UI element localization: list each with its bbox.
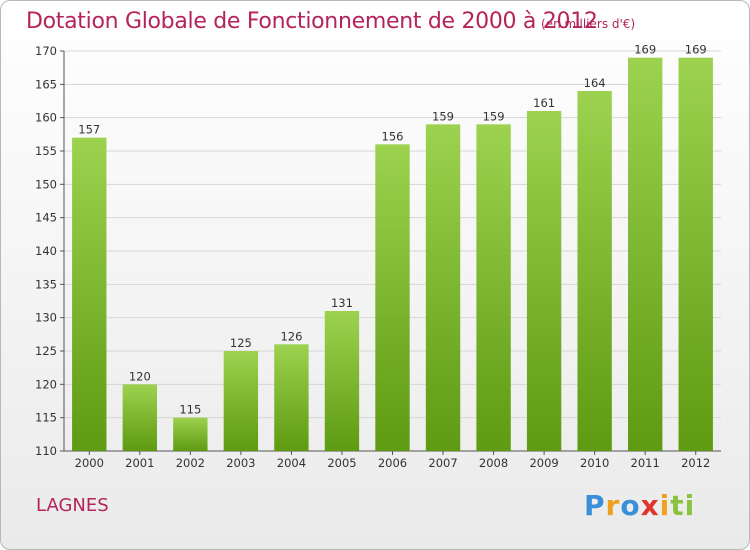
value-label-2006: 156 bbox=[382, 129, 404, 143]
bar-2010 bbox=[577, 91, 612, 451]
x-tick-label-2002: 2002 bbox=[176, 456, 205, 470]
chart-unit: (en milliers d'€) bbox=[541, 17, 636, 31]
x-tick-label-2003: 2003 bbox=[226, 456, 255, 470]
x-tick-label-2004: 2004 bbox=[277, 456, 306, 470]
proxiti-logo[interactable]: Proxiti bbox=[584, 489, 695, 522]
bars bbox=[72, 57, 713, 452]
bar-chart: 110 115 120 125 130 135 140 145 150 155 160 165 170 2… bbox=[35, 43, 721, 470]
y-tick-label: 150 bbox=[35, 177, 57, 191]
x-tick-label-2012: 2012 bbox=[681, 456, 710, 470]
x-tick-label-2000: 2000 bbox=[75, 456, 104, 470]
x-tick-label-2011: 2011 bbox=[631, 456, 660, 470]
value-label-2010: 164 bbox=[584, 76, 606, 90]
y-tick-label: 120 bbox=[35, 377, 57, 391]
x-tick-label-2009: 2009 bbox=[529, 456, 558, 470]
bar-2005 bbox=[324, 311, 360, 451]
x-tick-label-2007: 2007 bbox=[428, 456, 457, 470]
value-label-2008: 159 bbox=[483, 109, 505, 123]
logo-letter: i bbox=[684, 489, 696, 522]
y-tick-label: 110 bbox=[35, 444, 57, 458]
axes: 110 115 120 125 130 135 140 145 150 155 160 165 170 2… bbox=[35, 44, 721, 470]
bar-2007 bbox=[425, 124, 461, 451]
x-tick-label-2006: 2006 bbox=[378, 456, 407, 470]
y-tick-label: 170 bbox=[35, 44, 57, 58]
value-label-2011: 169 bbox=[634, 43, 656, 57]
bar-2012 bbox=[678, 57, 713, 452]
commune-name: LAGNES bbox=[36, 495, 109, 516]
x-tick-label-2008: 2008 bbox=[479, 456, 508, 470]
bar-2006 bbox=[375, 144, 410, 452]
bar-2008 bbox=[476, 124, 511, 451]
x-tick-label-2010: 2010 bbox=[580, 456, 609, 470]
y-tick-label: 135 bbox=[35, 277, 57, 291]
chart-title: Dotation Globale de Fonctionnement de 20… bbox=[26, 9, 598, 34]
value-label-2007: 159 bbox=[432, 109, 454, 123]
logo-letter: r bbox=[605, 489, 621, 522]
y-tick-label: 140 bbox=[35, 244, 57, 258]
logo-letter: x bbox=[640, 489, 660, 522]
value-label-2000: 157 bbox=[78, 123, 100, 137]
y-tick-label: 125 bbox=[35, 344, 57, 358]
bar-2011 bbox=[628, 57, 663, 452]
logo-letter: i bbox=[659, 489, 671, 522]
y-tick-label: 160 bbox=[35, 111, 57, 125]
bar-2004 bbox=[274, 344, 309, 451]
logo-letter: t bbox=[670, 489, 685, 522]
value-label-2003: 125 bbox=[230, 336, 252, 350]
value-label-2012: 169 bbox=[685, 43, 707, 57]
y-tick-label: 115 bbox=[35, 411, 57, 425]
y-tick-label: 165 bbox=[35, 77, 57, 91]
logo-letter: o bbox=[620, 489, 641, 522]
logo-letter: P bbox=[584, 489, 606, 522]
value-label-2009: 161 bbox=[533, 96, 555, 110]
value-label-2005: 131 bbox=[331, 296, 353, 310]
y-tick-label: 155 bbox=[35, 144, 57, 158]
y-tick-label: 130 bbox=[35, 311, 57, 325]
value-label-2002: 115 bbox=[179, 403, 201, 417]
bar-2009 bbox=[526, 111, 562, 451]
bar-2002 bbox=[173, 417, 208, 451]
x-tick-label-2001: 2001 bbox=[125, 456, 154, 470]
x-tick-label-2005: 2005 bbox=[327, 456, 356, 470]
value-label-2001: 120 bbox=[129, 369, 151, 383]
y-tick-label: 145 bbox=[35, 211, 57, 225]
bar-2003 bbox=[223, 351, 259, 451]
value-label-2004: 126 bbox=[280, 329, 302, 343]
bar-2000 bbox=[72, 137, 107, 451]
bar-2001 bbox=[122, 384, 157, 451]
labels: 157 120 115 125 126 131 156 159 159 161 164 169 169 bbox=[78, 43, 706, 417]
